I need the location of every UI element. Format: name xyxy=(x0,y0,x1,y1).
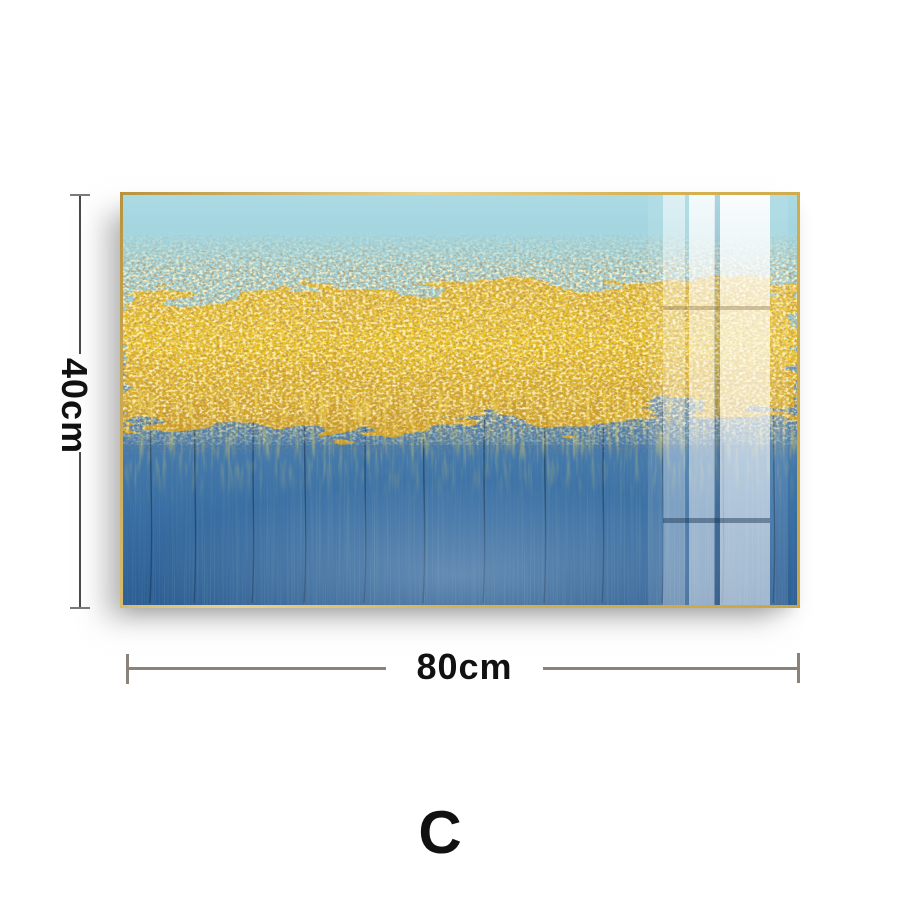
artwork-painting xyxy=(123,195,797,605)
width-label: 80cm xyxy=(416,646,513,687)
painting-gold-foliage xyxy=(123,240,797,505)
height-dimension-line-upper xyxy=(79,196,81,354)
artwork-canvas xyxy=(123,195,797,605)
height-label: 40cm xyxy=(54,358,95,455)
framed-artwork xyxy=(120,192,800,608)
window-glare-reflection xyxy=(648,195,788,605)
height-dimension-bottom-cap xyxy=(70,607,90,609)
height-dimension-top-cap xyxy=(70,194,90,196)
variant-label: C xyxy=(418,799,462,866)
height-dimension-line-lower xyxy=(79,452,81,608)
width-dimension-right-tick xyxy=(797,653,800,683)
width-dimension-line-left xyxy=(126,667,386,670)
width-dimension-line-right xyxy=(543,667,799,670)
